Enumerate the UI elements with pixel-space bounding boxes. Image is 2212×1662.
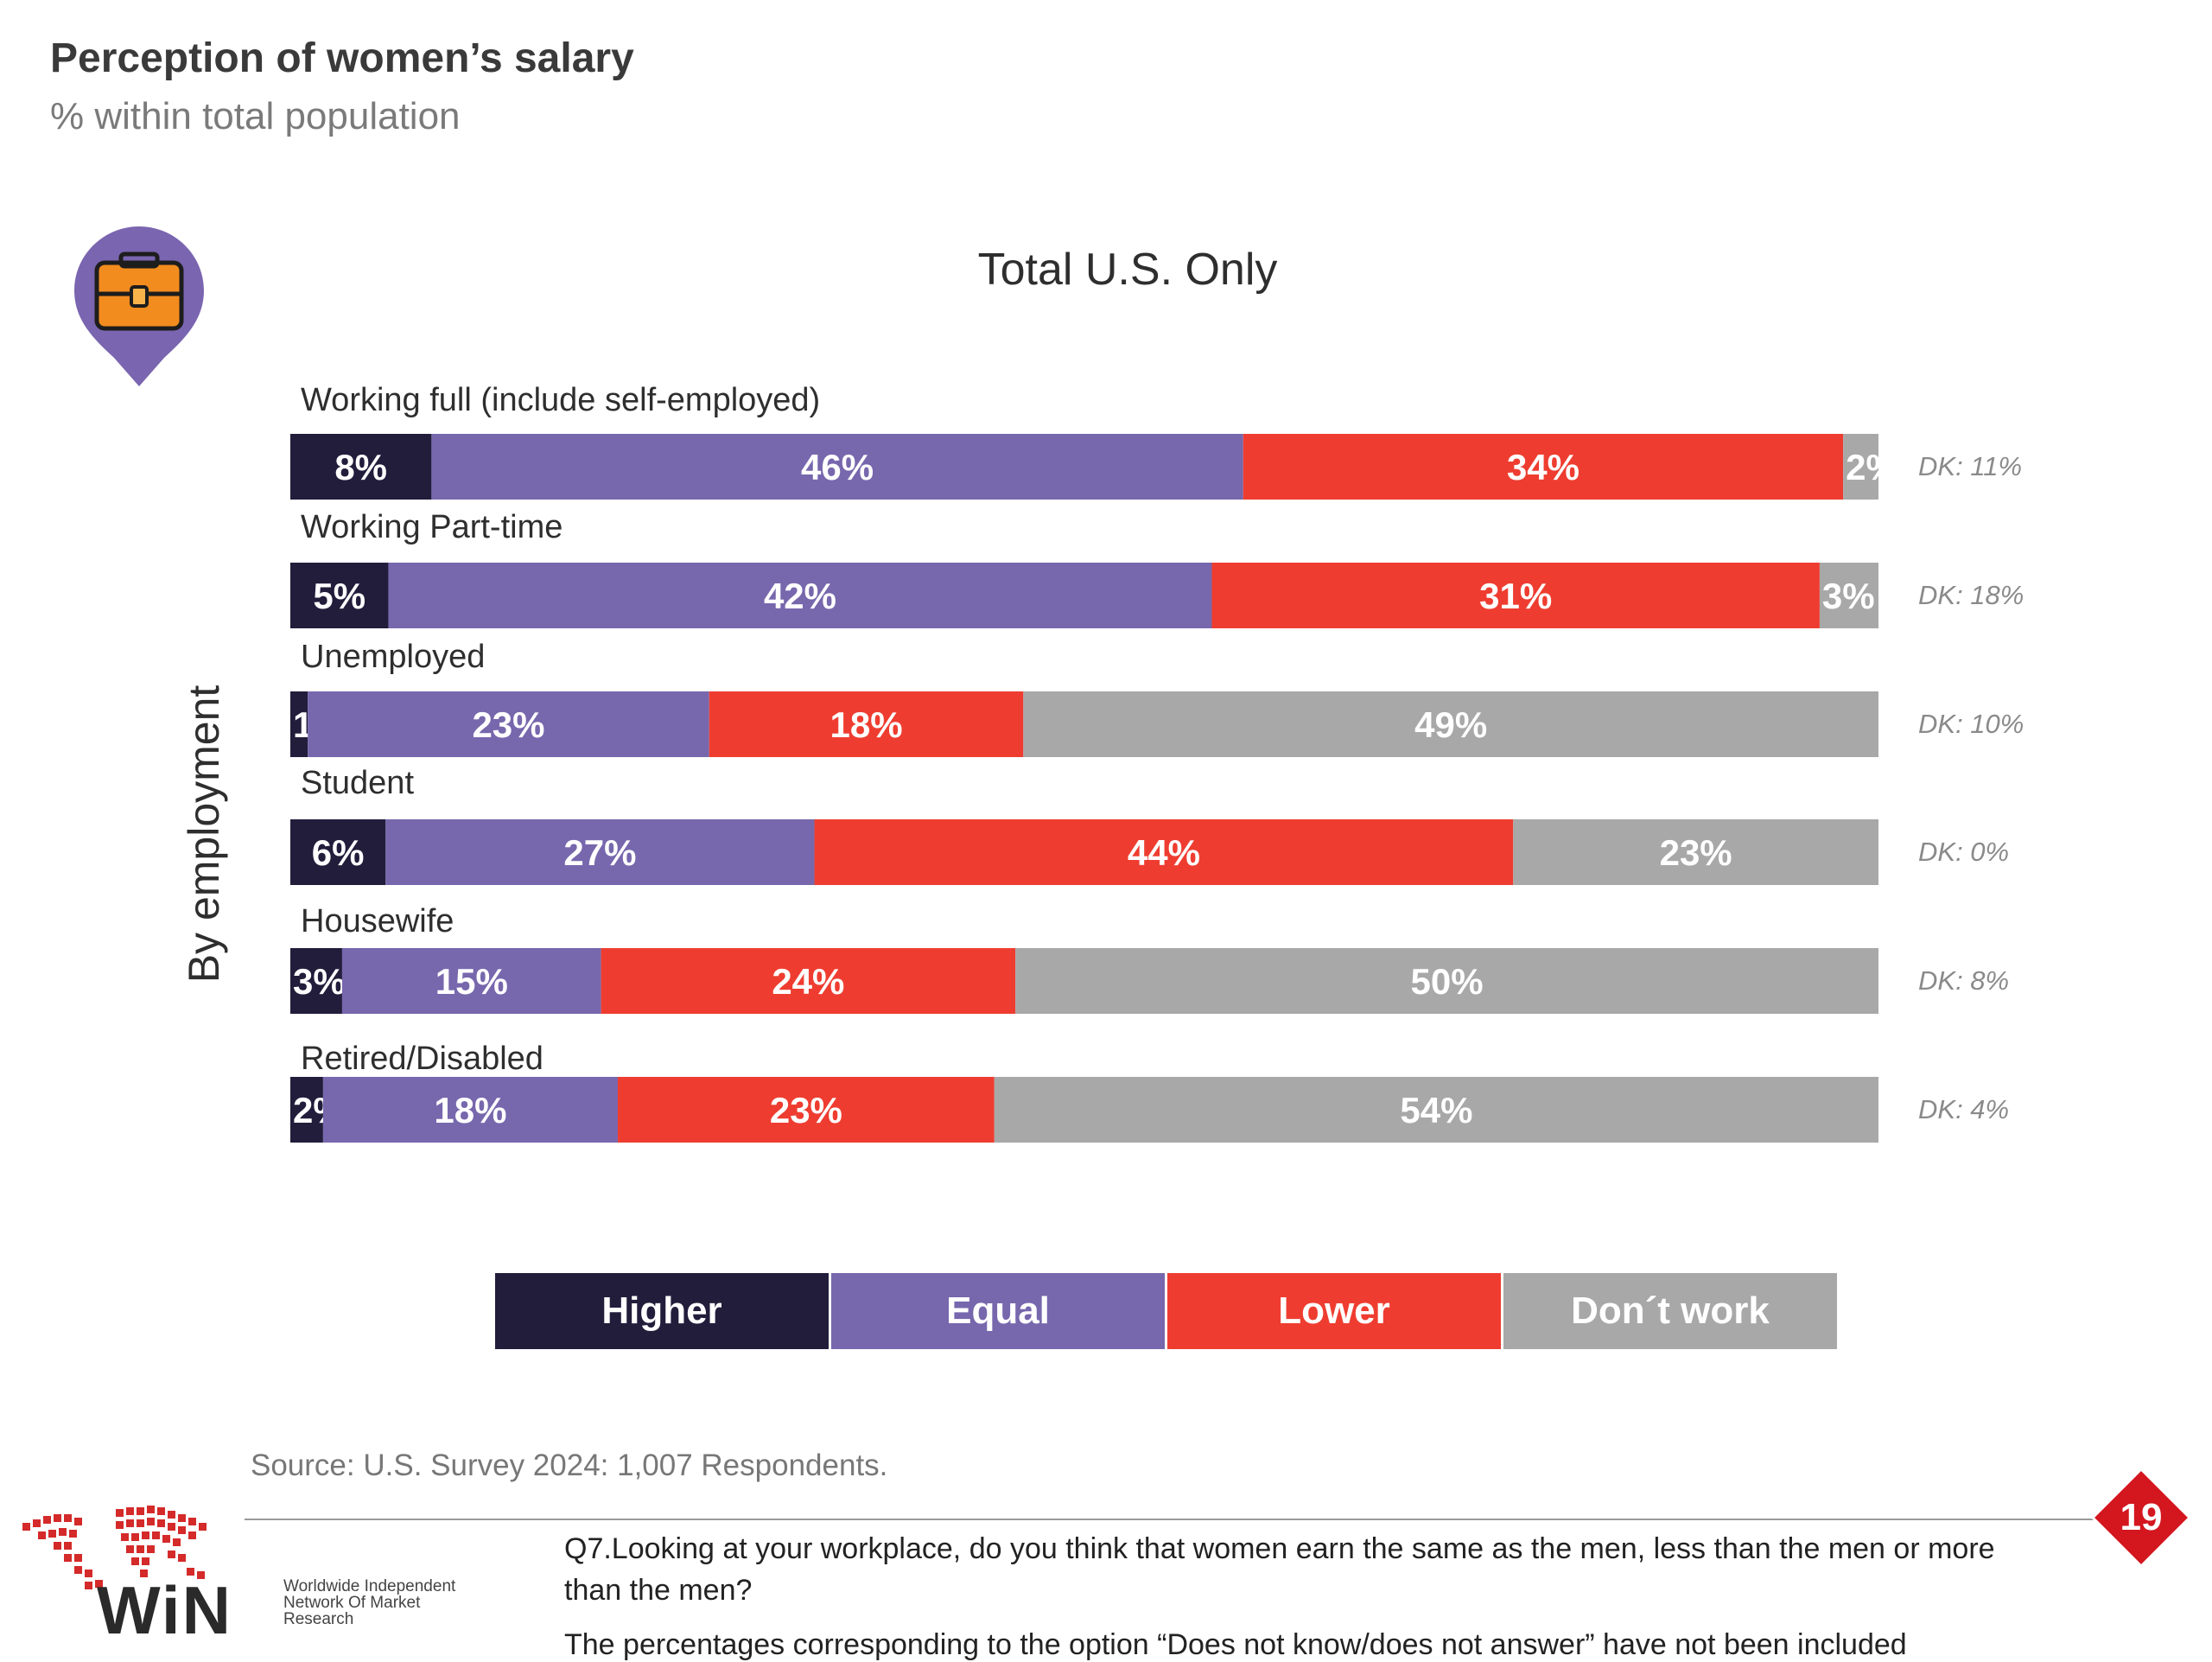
bar-segment-higher-unemployed <box>290 691 308 757</box>
diamond-icon <box>2090 1467 2192 1569</box>
data-label-equal-unemployed: 23% <box>472 704 544 745</box>
category-label-student: Student <box>301 765 414 801</box>
win-logo-text: WiN <box>97 1572 232 1648</box>
bar-segment-don-t-work-housewife <box>1015 948 1878 1014</box>
dk-label-working-part-time: DK: 18% <box>1918 580 2024 610</box>
dk-label-unemployed: DK: 10% <box>1918 709 2024 739</box>
footer-divider <box>245 1519 2094 1520</box>
category-label-working-part-time: Working Part-time <box>301 509 563 545</box>
category-label-retired-disabled: Retired/Disabled <box>301 1041 543 1077</box>
data-label-higher-working-part-time: 5% <box>313 576 365 616</box>
world-map-logo <box>22 1506 207 1589</box>
dk-label-student: DK: 0% <box>1918 837 2009 867</box>
data-label-equal-housewife: 15% <box>435 961 508 1002</box>
data-label-don-t-work-working-part-time: 3% <box>1822 576 1875 616</box>
data-label-lower-housewife: 24% <box>772 961 844 1002</box>
legend-item-equal: Equal <box>831 1273 1165 1349</box>
data-label-lower-working-part-time: 31% <box>1479 576 1552 616</box>
bar-segment-higher-working-full-include-self-employed <box>290 434 432 500</box>
category-label-working-full-include-self-employed: Working full (include self-employed) <box>301 382 820 418</box>
page-title: Perception of women’s salary <box>50 35 634 81</box>
dk-label-retired-disabled: DK: 4% <box>1918 1094 2009 1124</box>
data-label-lower-student: 44% <box>1128 832 1200 873</box>
data-label-don-t-work-housewife: 50% <box>1411 961 1484 1002</box>
bar-segment-lower-retired-disabled <box>617 1077 995 1143</box>
legend-item-lower: Lower <box>1167 1273 1501 1349</box>
briefcase-icon <box>74 226 204 386</box>
data-label-don-t-work-working-full-include-self-employed: 2% <box>1846 447 1898 487</box>
data-label-higher-working-full-include-self-employed: 8% <box>334 447 387 487</box>
bar-segment-lower-housewife <box>601 948 1016 1014</box>
legend: Higher Equal Lower Don´t work <box>495 1273 1840 1349</box>
legend-item-dont-work: Don´t work <box>1503 1273 1837 1349</box>
chart-title: Total U.S. Only <box>977 245 1278 295</box>
bar-segment-lower-working-part-time <box>1211 563 1820 628</box>
bar-segment-don-t-work-retired-disabled <box>994 1077 1878 1143</box>
dk-label-housewife: DK: 8% <box>1918 965 2009 996</box>
bar-segment-higher-student <box>290 819 386 885</box>
legend-item-higher: Higher <box>495 1273 829 1349</box>
bar-segment-equal-housewife <box>341 948 601 1014</box>
bar-segment-lower-student <box>814 819 1514 885</box>
data-label-equal-retired-disabled: 18% <box>434 1090 506 1130</box>
bar-segment-lower-unemployed <box>709 691 1024 757</box>
bar-segment-equal-unemployed <box>308 691 709 757</box>
bar-segment-don-t-work-student <box>1513 819 1878 885</box>
bar-segment-don-t-work-unemployed <box>1023 691 1878 757</box>
data-label-lower-unemployed: 18% <box>830 704 902 745</box>
question-text: Q7.Looking at your workplace, do you thi… <box>564 1532 1995 1607</box>
data-label-higher-housewife: 3% <box>293 961 346 1002</box>
category-label-housewife: Housewife <box>301 903 454 939</box>
data-label-don-t-work-student: 23% <box>1660 832 1732 873</box>
data-label-equal-working-full-include-self-employed: 46% <box>801 447 874 487</box>
bar-segment-higher-housewife <box>290 948 342 1014</box>
data-label-lower-retired-disabled: 23% <box>770 1090 842 1130</box>
bar-segment-don-t-work-working-full-include-self-employed <box>1843 434 1878 500</box>
bar-segment-equal-working-full-include-self-employed <box>431 434 1243 500</box>
bar-segment-lower-working-full-include-self-employed <box>1243 434 1844 500</box>
category-label-unemployed: Unemployed <box>301 639 485 675</box>
data-label-don-t-work-retired-disabled: 54% <box>1400 1090 1472 1130</box>
dk-label-working-full-include-self-employed: DK: 11% <box>1918 451 2022 481</box>
source-note: Source: U.S. Survey 2024: 1,007 Responde… <box>251 1449 888 1482</box>
data-label-equal-student: 27% <box>563 832 636 873</box>
page-subtitle: % within total population <box>50 95 461 137</box>
bar-segment-higher-retired-disabled <box>290 1077 323 1143</box>
page-number-badge: 19 <box>2090 1467 2192 1569</box>
win-logo-tagline: Worldwide Independent Network Of Market … <box>283 1577 456 1628</box>
data-label-don-t-work-unemployed: 49% <box>1414 704 1487 745</box>
page-number: 19 <box>2120 1496 2163 1538</box>
data-label-higher-student: 6% <box>312 832 365 873</box>
bar-segment-equal-student <box>385 819 815 885</box>
data-label-lower-working-full-include-self-employed: 34% <box>1507 447 1580 487</box>
footnote: The percentages corresponding to the opt… <box>564 1628 1907 1661</box>
bar-segment-equal-retired-disabled <box>322 1077 618 1143</box>
bar-segment-don-t-work-working-part-time <box>1819 563 1878 628</box>
bar-segment-higher-working-part-time <box>290 563 389 628</box>
bar-segment-equal-working-part-time <box>388 563 1212 628</box>
data-label-equal-working-part-time: 42% <box>764 576 836 616</box>
